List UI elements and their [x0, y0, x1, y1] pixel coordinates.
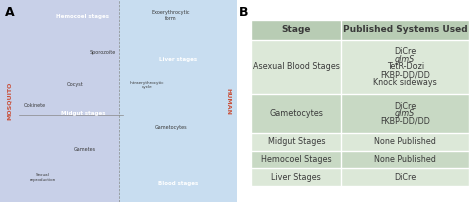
Text: FKBP-DD/DD: FKBP-DD/DD: [380, 70, 430, 79]
Text: Ookinete: Ookinete: [24, 103, 46, 107]
Text: Gametocytes: Gametocytes: [269, 109, 323, 118]
Text: Knock sideways: Knock sideways: [374, 78, 437, 87]
Text: glmS: glmS: [395, 109, 415, 118]
Text: MOSQUITO: MOSQUITO: [7, 82, 12, 120]
Text: A: A: [5, 6, 14, 19]
Text: Blood stages: Blood stages: [158, 181, 198, 186]
Bar: [0, 0, 118, 202]
Text: TetR-Dozi: TetR-Dozi: [387, 62, 424, 72]
Text: Midgut Stages: Midgut Stages: [267, 138, 325, 146]
Text: Hemocoel Stages: Hemocoel Stages: [261, 155, 331, 164]
Text: DiCre: DiCre: [394, 173, 416, 182]
Text: DiCre: DiCre: [394, 102, 416, 110]
Text: Stage: Stage: [282, 25, 311, 35]
Text: FKBP-DD/DD: FKBP-DD/DD: [380, 117, 430, 126]
Text: Gametocytes: Gametocytes: [155, 125, 187, 130]
Text: Midgut stages: Midgut stages: [61, 111, 105, 116]
Text: Intraerythrocytic
cycle: Intraerythrocytic cycle: [130, 81, 164, 89]
Text: Sporozoite: Sporozoite: [90, 50, 116, 55]
Text: Liver Stages: Liver Stages: [272, 173, 321, 182]
Bar: [251, 94, 469, 133]
Bar: [118, 0, 237, 202]
Text: Hemocoel stages: Hemocoel stages: [56, 14, 109, 19]
Text: None Published: None Published: [374, 138, 436, 146]
Text: Gametes: Gametes: [73, 147, 96, 152]
Text: Exoerythrocytic
form: Exoerythrocytic form: [151, 10, 190, 21]
Bar: [251, 20, 469, 40]
Bar: [251, 40, 469, 94]
Text: B: B: [239, 6, 249, 19]
Text: Published Systems Used: Published Systems Used: [343, 25, 467, 35]
Text: glmS: glmS: [395, 55, 415, 64]
Text: Oocyst: Oocyst: [66, 82, 83, 87]
Text: Sexual
reproduction: Sexual reproduction: [29, 174, 56, 182]
Bar: [251, 168, 469, 186]
Bar: [251, 151, 469, 168]
Text: Asexual Blood Stages: Asexual Blood Stages: [253, 62, 340, 72]
Text: DiCre: DiCre: [394, 47, 416, 56]
Text: None Published: None Published: [374, 155, 436, 164]
Text: HUMAN: HUMAN: [225, 87, 230, 115]
Bar: [251, 133, 469, 151]
Text: Liver stages: Liver stages: [159, 57, 197, 62]
